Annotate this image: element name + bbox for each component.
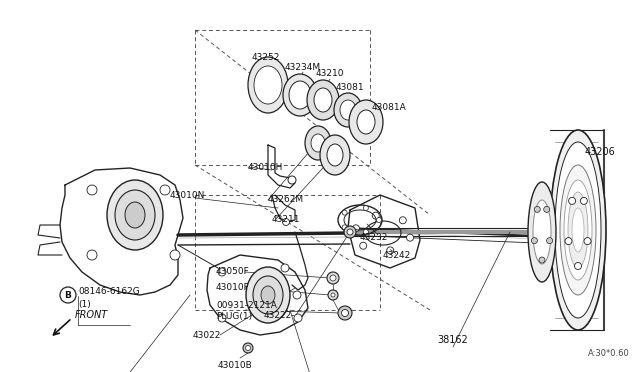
Ellipse shape bbox=[320, 135, 350, 175]
Ellipse shape bbox=[327, 144, 343, 166]
Circle shape bbox=[330, 275, 336, 281]
Ellipse shape bbox=[311, 134, 325, 152]
Circle shape bbox=[327, 272, 339, 284]
Circle shape bbox=[376, 218, 381, 222]
Text: 43050F: 43050F bbox=[216, 267, 250, 276]
Circle shape bbox=[344, 226, 356, 238]
Ellipse shape bbox=[289, 81, 311, 109]
Text: 43081: 43081 bbox=[336, 83, 364, 93]
Circle shape bbox=[170, 250, 180, 260]
Text: 43242: 43242 bbox=[383, 250, 412, 260]
Circle shape bbox=[364, 230, 369, 234]
Circle shape bbox=[584, 238, 591, 245]
Ellipse shape bbox=[253, 276, 283, 314]
Text: 43234M: 43234M bbox=[285, 62, 321, 71]
Text: 43262M: 43262M bbox=[268, 196, 304, 205]
Ellipse shape bbox=[568, 192, 588, 268]
Circle shape bbox=[160, 185, 170, 195]
Text: 43010N: 43010N bbox=[170, 190, 205, 199]
Text: 43081A: 43081A bbox=[372, 103, 407, 112]
Text: FRONT: FRONT bbox=[75, 310, 108, 320]
Text: 43206: 43206 bbox=[584, 147, 616, 157]
Ellipse shape bbox=[283, 74, 317, 116]
Ellipse shape bbox=[261, 286, 275, 304]
Text: B: B bbox=[65, 291, 72, 299]
Ellipse shape bbox=[550, 130, 606, 330]
Circle shape bbox=[347, 229, 353, 235]
Ellipse shape bbox=[115, 190, 155, 240]
Ellipse shape bbox=[248, 57, 288, 113]
Circle shape bbox=[342, 225, 347, 230]
Circle shape bbox=[293, 291, 301, 299]
Text: 43010F: 43010F bbox=[216, 283, 250, 292]
Circle shape bbox=[282, 218, 289, 225]
Ellipse shape bbox=[555, 142, 601, 318]
Text: 43022: 43022 bbox=[193, 330, 221, 340]
Ellipse shape bbox=[125, 202, 145, 228]
Text: 00931-2121A: 00931-2121A bbox=[216, 301, 277, 310]
Circle shape bbox=[246, 346, 250, 350]
Text: A:30*0.60: A:30*0.60 bbox=[588, 349, 630, 358]
Circle shape bbox=[568, 198, 575, 204]
Circle shape bbox=[243, 343, 253, 353]
Text: 43252: 43252 bbox=[252, 54, 280, 62]
Text: 43010H: 43010H bbox=[248, 163, 284, 171]
Circle shape bbox=[281, 264, 289, 272]
Circle shape bbox=[565, 238, 572, 245]
Text: (1): (1) bbox=[78, 299, 91, 308]
Ellipse shape bbox=[246, 267, 290, 323]
Circle shape bbox=[575, 263, 582, 269]
Circle shape bbox=[331, 293, 335, 297]
Circle shape bbox=[87, 185, 97, 195]
Circle shape bbox=[364, 206, 369, 211]
Circle shape bbox=[399, 217, 406, 224]
Circle shape bbox=[534, 206, 540, 212]
Circle shape bbox=[547, 238, 552, 244]
Circle shape bbox=[544, 206, 550, 212]
Circle shape bbox=[580, 198, 588, 204]
Circle shape bbox=[539, 257, 545, 263]
Circle shape bbox=[288, 176, 296, 184]
Text: PLUG(1): PLUG(1) bbox=[216, 312, 252, 321]
Text: 43222-: 43222- bbox=[264, 311, 295, 320]
Circle shape bbox=[360, 242, 367, 249]
Text: 08146-6162G: 08146-6162G bbox=[78, 288, 140, 296]
Ellipse shape bbox=[533, 200, 551, 264]
Circle shape bbox=[294, 314, 302, 322]
Ellipse shape bbox=[307, 80, 339, 120]
Ellipse shape bbox=[357, 110, 375, 134]
Circle shape bbox=[218, 268, 226, 276]
Circle shape bbox=[353, 225, 360, 232]
Circle shape bbox=[218, 314, 226, 322]
Circle shape bbox=[60, 287, 76, 303]
Ellipse shape bbox=[334, 93, 362, 127]
Circle shape bbox=[406, 234, 413, 241]
Circle shape bbox=[387, 247, 394, 254]
Ellipse shape bbox=[107, 180, 163, 250]
Text: 43010B: 43010B bbox=[218, 360, 252, 369]
Ellipse shape bbox=[254, 66, 282, 104]
Circle shape bbox=[342, 310, 349, 317]
Ellipse shape bbox=[564, 180, 592, 280]
Ellipse shape bbox=[572, 208, 584, 252]
Text: 43211: 43211 bbox=[272, 215, 301, 224]
Ellipse shape bbox=[528, 182, 556, 282]
Circle shape bbox=[531, 238, 538, 244]
Ellipse shape bbox=[560, 165, 596, 295]
Text: 38162: 38162 bbox=[438, 335, 468, 345]
Circle shape bbox=[372, 212, 380, 219]
Circle shape bbox=[342, 210, 347, 215]
Ellipse shape bbox=[340, 100, 356, 120]
Circle shape bbox=[328, 290, 338, 300]
Ellipse shape bbox=[314, 88, 332, 112]
Circle shape bbox=[87, 250, 97, 260]
Text: 43210: 43210 bbox=[316, 70, 344, 78]
Ellipse shape bbox=[349, 100, 383, 144]
Circle shape bbox=[338, 306, 352, 320]
Text: 43232: 43232 bbox=[360, 232, 388, 241]
Ellipse shape bbox=[305, 126, 331, 160]
